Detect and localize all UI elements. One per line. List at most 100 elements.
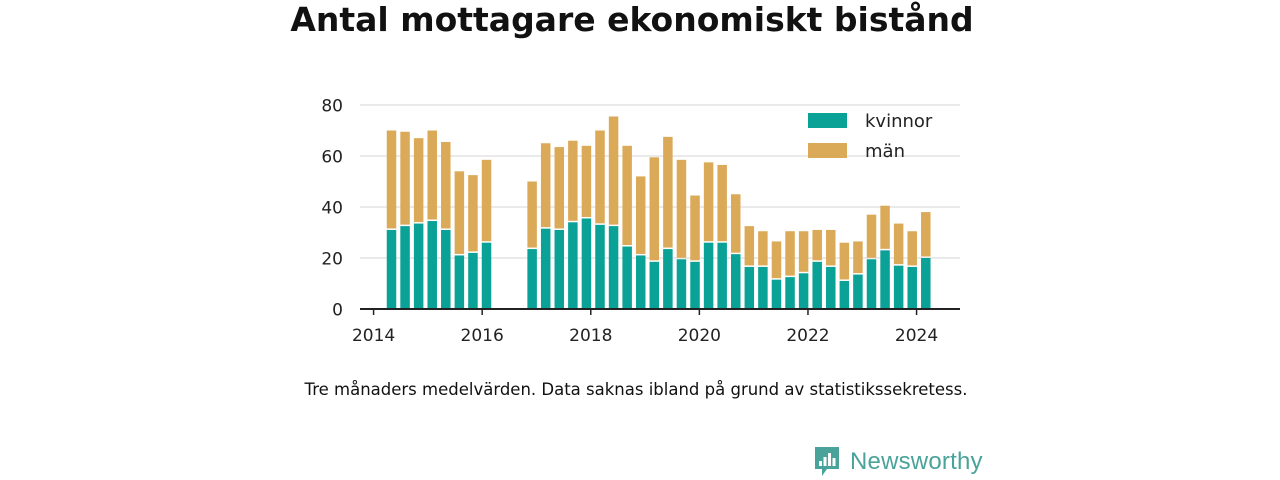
bar-män [554,147,565,229]
bar-män [568,140,578,221]
brand-name: Newsworthy [850,448,983,475]
bar-män [690,195,700,261]
bar-kvinnor [907,266,917,309]
bar-män [785,231,795,276]
bar-kvinnor [785,277,795,309]
bar-kvinnor [427,221,437,309]
bar-kvinnor [676,259,687,309]
bar-män [703,162,714,242]
axes: 0 20 40 60 80 2014 2016 2018 2020 2022 2024 [321,97,960,346]
bar-män [798,231,809,272]
bar-kvinnor [730,254,741,309]
bar-män [427,130,437,220]
newsworthy-bar-chart-icon [815,447,839,476]
bar-män [581,145,592,217]
bar-män [717,164,727,242]
bar-män [730,194,741,253]
bar-män [907,231,917,266]
bar-män [649,157,660,261]
bar-kvinnor [454,255,465,309]
bar-kvinnor [771,279,782,309]
bar-män [454,171,465,254]
chart-plot: 0 20 40 60 80 2014 2016 2018 2020 2022 2024 kvinno… [321,97,960,346]
bar-kvinnor [853,274,863,309]
y-tick-label: 20 [321,250,343,270]
bar-män [676,159,687,258]
x-tick-label: 2022 [786,326,829,346]
bar-kvinnor [921,258,931,309]
bar-kvinnor [468,252,478,309]
bar-kvinnor [386,229,397,309]
bar-kvinnor [400,226,410,309]
bar-kvinnor [568,222,578,309]
bar-män [839,242,850,280]
bar-kvinnor [622,246,632,309]
bar-män [468,175,478,252]
y-tick-label: 80 [321,97,343,117]
bar-kvinnor [635,255,646,309]
brand-logo: Newsworthy [813,444,983,480]
bar-kvinnor [649,261,660,309]
bar-män [635,176,646,254]
bar-kvinnor [690,261,700,309]
x-tick-label: 2014 [352,326,395,346]
bar-män [386,130,397,229]
bar-män [866,214,877,258]
bar-kvinnor [481,242,492,309]
bar-kvinnor [663,249,673,309]
bar-män [413,138,424,223]
bars [386,116,931,309]
bar-kvinnor [798,273,809,309]
bar-kvinnor [893,265,904,309]
bar-kvinnor [595,224,605,309]
bar-kvinnor [608,226,619,309]
bar-kvinnor [703,242,714,309]
bar-män [853,241,863,274]
bar-kvinnor [527,249,537,309]
bar-män [540,143,551,228]
legend-label-män: män [865,141,905,162]
bar-kvinnor [581,218,592,309]
bar-män [663,136,673,248]
bar-män [812,229,822,261]
bar-män [481,159,492,242]
x-tick-label: 2020 [678,326,721,346]
bar-män [608,116,619,225]
bar-män [880,205,890,249]
bar-kvinnor [554,229,565,309]
legend: kvinnor män [808,111,933,162]
bar-kvinnor [717,242,727,309]
x-tick-label: 2024 [895,326,938,346]
bar-män [921,212,931,257]
bar-män [622,145,632,246]
bar-män [771,241,782,279]
bar-kvinnor [866,259,877,309]
bar-kvinnor [880,250,890,309]
bar-män [527,181,537,248]
bar-män [595,130,605,224]
bar-män [744,226,755,266]
legend-label-kvinnor: kvinnor [865,111,933,132]
bar-män [441,141,451,229]
chart-caption: Tre månaders medelvärden. Data saknas ib… [304,380,968,399]
bar-män [400,131,410,225]
x-tick-label: 2018 [569,326,612,346]
legend-swatch-män [808,143,847,158]
bar-män [826,229,836,266]
y-tick-label: 60 [321,148,343,168]
bar-kvinnor [413,223,424,309]
bar-män [758,231,768,266]
bar-män [893,223,904,265]
y-tick-label: 0 [332,301,343,321]
x-tick-label: 2016 [461,326,504,346]
y-tick-label: 40 [321,199,343,219]
bar-kvinnor [812,261,822,309]
bar-kvinnor [441,229,451,309]
legend-swatch-kvinnor [808,113,847,128]
bar-kvinnor [540,228,551,309]
bar-kvinnor [744,266,755,309]
bar-kvinnor [839,280,850,309]
bar-kvinnor [758,266,768,309]
chart-title: Antal mottagare ekonomiskt bistånd [290,0,974,39]
